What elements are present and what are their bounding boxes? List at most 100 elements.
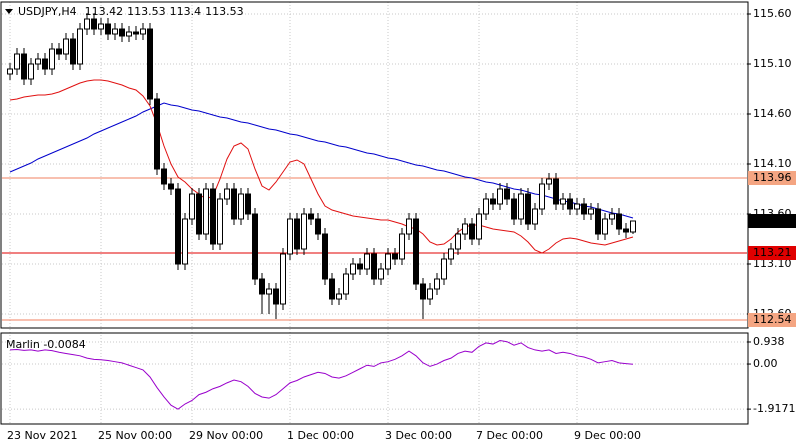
open: 113.42	[85, 5, 124, 18]
candle-body	[350, 263, 356, 275]
line-series	[9, 340, 634, 410]
y-tick-label: -1.9171	[753, 402, 795, 415]
candle-body	[294, 218, 300, 250]
candle-body	[14, 53, 20, 70]
symbol: USDJPY,H4	[18, 5, 77, 18]
candle-body	[217, 198, 223, 245]
plot-layer	[2, 13, 747, 410]
candle-body	[161, 168, 167, 185]
candle-body	[63, 38, 69, 55]
candle-body	[175, 188, 181, 265]
x-tick-label: 1 Dec 00:00	[287, 429, 354, 442]
candle-body	[84, 18, 90, 30]
chart-header: USDJPY,H4 113.42 113.53 113.4 113.53	[18, 5, 244, 18]
candle-body	[49, 48, 55, 70]
candle-body	[581, 203, 587, 215]
candle-body	[133, 31, 139, 35]
candle-body	[434, 278, 440, 290]
high: 113.53	[127, 5, 166, 18]
level-label: 112.54	[753, 313, 792, 326]
x-tick-label: 9 Dec 00:00	[574, 429, 641, 442]
candle-body	[427, 288, 433, 300]
candle-body	[301, 213, 307, 250]
candle-body	[357, 263, 363, 270]
level-label-bg	[748, 246, 796, 260]
candle-body	[196, 193, 202, 235]
candle-body	[609, 213, 615, 220]
candle-body	[441, 258, 447, 280]
y-tick-label: 115.10	[753, 57, 792, 70]
menu-arrow[interactable]	[5, 9, 13, 14]
candle-body	[595, 208, 601, 235]
candle-body	[574, 203, 580, 210]
level-label-bg	[748, 171, 796, 185]
y-tick-label: 115.60	[753, 7, 792, 20]
candle-body	[252, 213, 258, 280]
candle-body	[21, 53, 27, 80]
candle-body	[630, 220, 636, 233]
candle-body	[511, 198, 517, 220]
candle-body	[140, 28, 146, 35]
candle-body	[602, 218, 608, 235]
candle-body	[77, 28, 83, 65]
candle-body	[91, 18, 97, 30]
y-tick-label: 114.60	[753, 107, 792, 120]
candle-body	[455, 233, 461, 250]
candle-body	[616, 213, 622, 230]
candle-body	[182, 218, 188, 265]
candle-body	[329, 278, 335, 300]
candle-body	[210, 188, 216, 245]
x-tick-label: 7 Dec 00:00	[476, 429, 543, 442]
price-label: 113.53	[753, 214, 792, 227]
candle-body	[518, 193, 524, 220]
candle-body	[154, 98, 160, 170]
candle-body	[588, 208, 594, 215]
candle-body	[490, 198, 496, 205]
candle-body	[371, 253, 377, 280]
line-series	[9, 79, 634, 254]
candle-body	[266, 288, 272, 295]
candle-body	[560, 198, 566, 205]
x-tick-label: 3 Dec 00:00	[385, 429, 452, 442]
candle-body	[273, 288, 279, 305]
candle-body	[203, 188, 209, 235]
candle-body	[28, 63, 34, 80]
candle-body	[322, 233, 328, 280]
level-label: 113.21	[753, 246, 792, 259]
candle-body	[105, 23, 111, 35]
candle-body	[469, 223, 475, 240]
candle-body	[623, 228, 629, 233]
candle-body	[532, 208, 538, 225]
candle-body	[189, 193, 195, 220]
candle-body	[56, 48, 62, 55]
candle-body	[483, 198, 489, 215]
candle-body	[70, 38, 76, 65]
candle-body	[420, 283, 426, 300]
low: 113.4	[170, 5, 202, 18]
candle-body	[7, 68, 13, 75]
candle-body	[385, 253, 391, 270]
candle-body	[399, 233, 405, 260]
indicator-pane-frame	[0, 332, 749, 425]
y-tick-label: 0.938	[753, 335, 785, 348]
candle-body	[539, 183, 545, 210]
indicator-label: Marlin -0.0084	[6, 338, 86, 351]
candle-body	[259, 278, 265, 295]
candle-body	[231, 188, 237, 220]
candle-body	[112, 28, 118, 35]
candle-body	[336, 293, 342, 300]
candle-body	[343, 273, 349, 295]
level-label: 113.96	[753, 171, 792, 184]
line-series	[9, 102, 634, 219]
candle-body	[378, 268, 384, 280]
candle-body	[126, 31, 132, 37]
candle-body	[119, 28, 125, 37]
price-label-bg	[748, 214, 796, 228]
y-tick-label: 114.10	[753, 157, 792, 170]
close: 113.53	[205, 5, 244, 18]
candle-body	[497, 188, 503, 205]
x-tick-label: 29 Nov 00:00	[189, 429, 263, 442]
candle-body	[476, 213, 482, 240]
